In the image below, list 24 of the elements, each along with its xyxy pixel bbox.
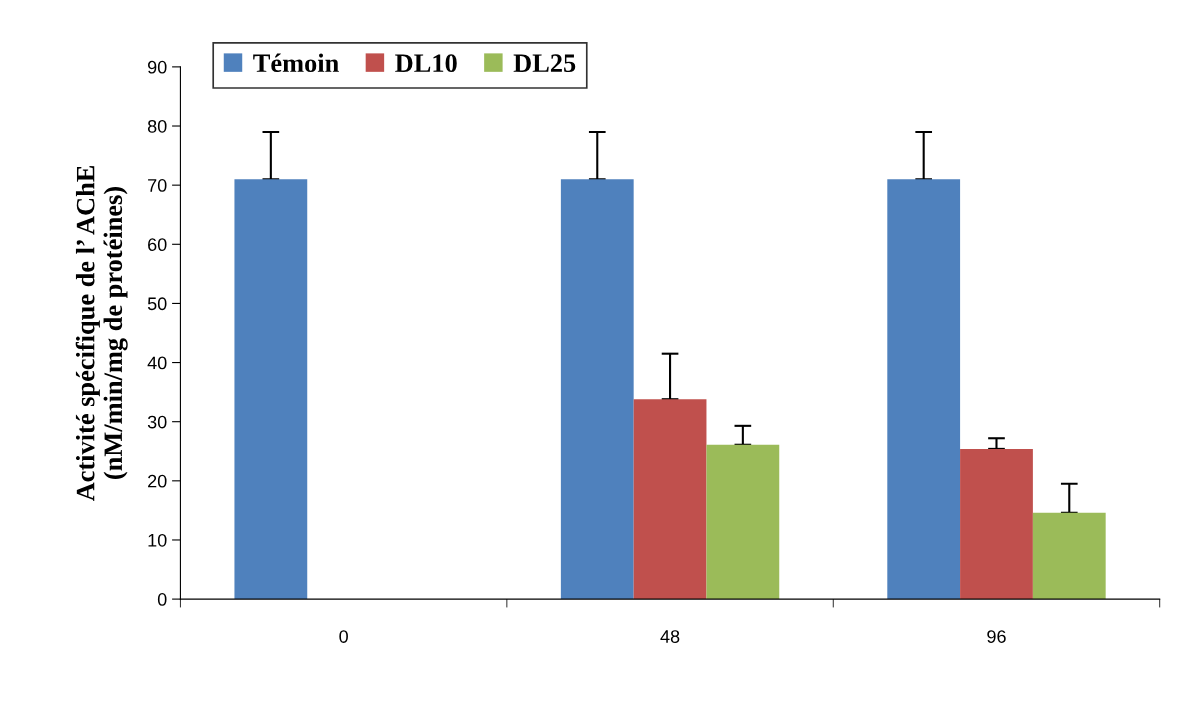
x-tick-label: 96 [987, 630, 1006, 643]
y-tick-label: 10 [148, 533, 167, 547]
bar [887, 179, 961, 600]
y-tick-label: 30 [147, 415, 167, 429]
y-tick-label: 60 [148, 238, 167, 252]
bar [960, 448, 1033, 600]
y-tick-label: 70 [148, 179, 167, 192]
bar [1032, 512, 1106, 600]
x-tick-label: 0 [339, 630, 348, 643]
y-tick-label: 40 [147, 356, 167, 370]
legend-label: DL25 [513, 54, 576, 73]
legend-label: DL10 [395, 54, 457, 73]
legend-label: Témoin [253, 53, 339, 73]
bar [234, 179, 308, 600]
y-tick-label: 20 [148, 474, 167, 488]
x-tick-label: 48 [660, 630, 680, 643]
y-tick-label: 0 [157, 593, 167, 606]
bar [633, 399, 707, 600]
y-tick-label: 50 [147, 297, 167, 311]
y-axis-title: Activité spécifique de l’ AChE (nM/min/mg de protéines) [75, 166, 128, 502]
bar [560, 179, 634, 600]
bar [706, 444, 780, 600]
y-tick-label: 80 [147, 119, 167, 133]
y-tick-label: 90 [147, 60, 167, 74]
